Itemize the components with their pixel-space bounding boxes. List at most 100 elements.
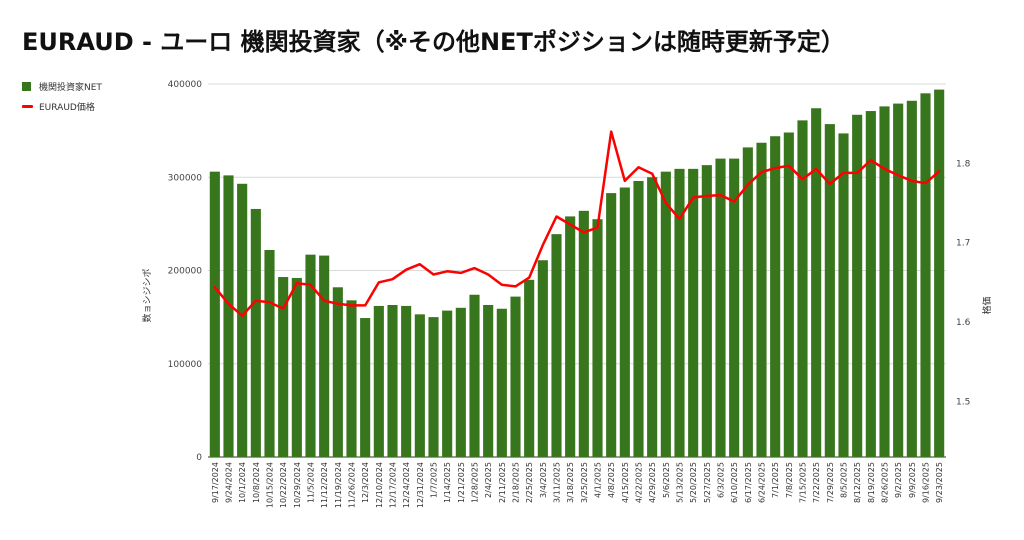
x-tick-label: 2/11/2025 xyxy=(498,462,507,503)
x-tick-label: 7/15/2025 xyxy=(799,462,808,503)
x-tick-label: 11/26/2024 xyxy=(348,462,357,508)
y-tick-label: 200000 xyxy=(168,267,203,277)
y2-tick-label: 1.7 xyxy=(956,239,970,249)
bar xyxy=(237,183,248,457)
bar xyxy=(264,249,275,457)
price-line xyxy=(213,130,941,317)
bar xyxy=(305,254,316,457)
x-tick-label: 8/5/2025 xyxy=(840,462,849,498)
bar xyxy=(223,175,234,457)
bar xyxy=(510,296,521,457)
bar xyxy=(742,147,753,457)
bar xyxy=(209,171,220,457)
y2-tick-label: 1.6 xyxy=(956,318,971,328)
x-tick-label: 12/24/2024 xyxy=(402,462,411,508)
bar xyxy=(401,305,412,457)
bar xyxy=(578,210,589,457)
legend-swatch-line xyxy=(22,104,33,108)
x-tick-label: 10/8/2024 xyxy=(252,462,261,503)
x-tick-label: 4/29/2025 xyxy=(648,462,657,503)
x-tick-label: 6/10/2025 xyxy=(730,462,739,503)
bar xyxy=(592,219,603,457)
bar xyxy=(565,216,576,457)
x-tick-label: 11/5/2024 xyxy=(307,462,316,503)
bar xyxy=(934,89,945,457)
y2-tick-label: 1.8 xyxy=(956,159,971,169)
x-tick-label: 6/17/2025 xyxy=(744,462,753,503)
x-tick-label: 5/27/2025 xyxy=(703,462,712,503)
y-axis-title: 数ョシジシポ xyxy=(141,268,153,322)
bar xyxy=(729,158,740,457)
bar xyxy=(838,133,849,458)
x-tick-label: 1/14/2025 xyxy=(443,462,452,503)
bar xyxy=(647,177,658,457)
legend-item-net: 機関投資家NET xyxy=(22,76,102,96)
bar xyxy=(893,103,904,458)
x-tick-label: 9/16/2025 xyxy=(922,462,931,503)
x-tick-label: 12/17/2024 xyxy=(389,462,398,508)
bar xyxy=(483,305,494,457)
bar xyxy=(879,106,890,457)
bar xyxy=(797,120,808,458)
bar xyxy=(906,100,917,457)
x-tick-label: 7/1/2025 xyxy=(771,462,780,498)
x-tick-label: 11/12/2024 xyxy=(320,462,329,508)
x-tick-label: 8/12/2025 xyxy=(853,462,862,503)
x-tick-label: 9/17/2024 xyxy=(211,462,220,503)
x-tick-label: 8/26/2025 xyxy=(881,462,890,503)
x-tick-label: 5/6/2025 xyxy=(662,462,671,498)
bar xyxy=(674,168,685,458)
x-tick-label: 1/7/2025 xyxy=(430,462,439,498)
x-tick-label: 5/13/2025 xyxy=(676,462,685,503)
bar xyxy=(852,114,863,458)
bar xyxy=(783,132,794,458)
x-tick-label: 10/29/2024 xyxy=(293,462,302,508)
bar xyxy=(469,294,480,457)
legend-swatch-bar xyxy=(22,81,31,91)
chart-title: EURAUD - ユーロ 機関投資家（※その他NETポジションは随時更新予定） xyxy=(22,28,845,56)
y2-axis-title: 格価 xyxy=(981,296,993,314)
x-tick-label: 7/8/2025 xyxy=(785,462,794,498)
x-tick-label: 12/3/2024 xyxy=(361,462,370,503)
bar xyxy=(346,300,357,457)
x-tick-label: 12/10/2024 xyxy=(375,462,384,508)
bar xyxy=(387,305,398,457)
bar xyxy=(360,318,371,457)
bar xyxy=(920,93,931,457)
bar xyxy=(715,158,726,457)
bar xyxy=(811,108,822,458)
x-tick-label: 10/15/2024 xyxy=(266,462,275,508)
x-tick-label: 9/23/2025 xyxy=(935,462,944,503)
x-tick-label: 3/11/2025 xyxy=(553,462,562,503)
chart-legend: 機関投資家NET EURAUD価格 xyxy=(22,76,102,116)
y2-tick-label: 1.5 xyxy=(956,397,970,407)
x-tick-label: 10/1/2024 xyxy=(238,462,247,503)
bar xyxy=(606,193,617,458)
x-tick-label: 4/8/2025 xyxy=(607,462,616,498)
bar xyxy=(865,111,876,457)
bar xyxy=(770,136,781,457)
bar xyxy=(688,168,699,458)
bar xyxy=(455,307,466,457)
x-tick-label: 1/21/2025 xyxy=(457,462,466,503)
x-tick-label: 9/9/2025 xyxy=(908,462,917,498)
bar xyxy=(291,277,302,457)
x-tick-label: 3/25/2025 xyxy=(580,462,589,503)
x-tick-label: 7/22/2025 xyxy=(812,462,821,503)
bar xyxy=(278,277,289,457)
bar xyxy=(319,255,330,457)
bar xyxy=(824,124,835,457)
x-tick-label: 10/22/2024 xyxy=(279,462,288,508)
bar xyxy=(496,308,507,457)
bar xyxy=(524,279,535,457)
y-tick-label: 400000 xyxy=(168,80,203,90)
bar xyxy=(660,171,671,457)
x-tick-label: 4/1/2025 xyxy=(594,462,603,498)
bar xyxy=(332,287,343,457)
bar xyxy=(414,314,425,457)
bar xyxy=(537,260,548,457)
y-tick-label: 100000 xyxy=(168,360,203,370)
bar xyxy=(373,305,384,457)
x-tick-label: 2/25/2025 xyxy=(525,462,534,503)
bar xyxy=(701,165,712,457)
